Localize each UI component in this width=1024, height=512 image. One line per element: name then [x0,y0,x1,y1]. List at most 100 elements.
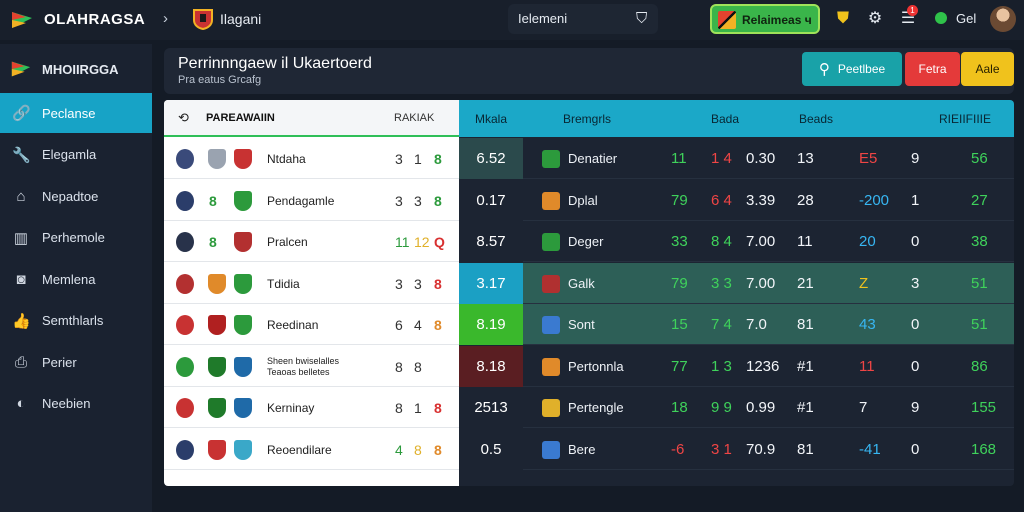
breadcrumb[interactable]: Ilagani [220,11,262,27]
fixture-row[interactable]: Reoendilare 4 8 8 [164,429,459,470]
stats-row[interactable]: 8.19 Sont 15 7 4 7.0 81 43 0 51 [459,304,1014,345]
stats-value-e: Z [859,274,869,292]
sidebar-header-label: MHOIIRGGA [42,61,119,77]
sidebar-item-5[interactable]: ◙ Memlena [0,259,152,299]
live-results-button[interactable]: Relaimeas ч [710,4,820,34]
stats-value-c: 7.00 [746,233,776,250]
stats-value-g: 155 [971,399,997,416]
stats-value-g: 27 [971,191,988,209]
stats-row[interactable]: 8.18 Pertonnla 77 1 3 1236 #1 11 0 86 [459,345,1014,387]
sidebar-item-3[interactable]: ⌂ Nepadtoe [0,176,152,216]
stats-team-name: Pertonnla [568,358,624,374]
stats-value-b: 3 3 [711,274,732,292]
brand-logo-icon[interactable] [10,8,34,32]
sidebar-item-2[interactable]: 🔧 Elegamla [0,135,152,175]
sidebar-item-8[interactable]: ◐ Neebien [0,384,152,424]
stats-value-g: 51 [971,316,988,333]
stats-value-d: #1 [797,357,814,375]
top-search-field[interactable]: Ielemeni ⛉ [508,4,658,34]
fixture-row[interactable]: 8 Pendagamle 3 3 8 [164,180,459,221]
fixtures-header-right[interactable]: RAKIAK [394,112,435,124]
link-icon: 🔗 [12,105,31,122]
stats-value-a: -6 [671,440,685,458]
fixture-row[interactable]: Kerninay 8 1 8 [164,387,459,428]
stats-value-b: 7 4 [711,316,732,333]
back-arrow-icon[interactable]: ⟲ [178,110,189,125]
fixture-score-3: 8 [434,400,442,416]
filter-button[interactable]: Fetra [905,52,960,86]
fixture-name: Kerninay [267,401,315,415]
team-crest-icon [542,357,560,376]
sidebar-item-label: Perhemole [42,230,105,245]
stats-team-name: Dplal [568,192,598,208]
team-crest-icon [176,273,194,294]
fixture-row[interactable]: 8 Pralcen 11 12 Q [164,221,459,262]
sidebar-item-7[interactable]: ⎙ Perier [0,342,152,382]
stats-rating: 8.18 [459,345,523,387]
col-header-team[interactable]: Bremgrls [563,112,612,126]
notification-badge: 1 [907,5,918,16]
stats-value-f: 0 [911,440,920,458]
fixture-score-3: Q [434,234,445,250]
stats-row[interactable]: 0.17 Dplal 79 6 4 3.39 28 -200 1 27 [459,179,1014,221]
stats-rating: 2513 [459,387,523,428]
sidebar-header[interactable]: MHOIIRGGA [10,58,119,80]
col-header-points[interactable]: RIEIIFIIIE [939,112,992,126]
fixture-row[interactable]: Tdidia 3 3 8 [164,263,459,304]
shield-icon: ⛉ [636,10,648,27]
stats-table: Mkala Bremgrls Bada Beads RIEIIFIIIE 6.5… [459,100,1014,486]
stats-value-b: 1 3 [711,357,732,375]
fixture-score-3: 8 [434,317,442,333]
fixture-name: Sheen bwiselalles Teaoas belletes [267,355,340,377]
col-header-bada[interactable]: Bada [711,112,740,126]
col-header-beads[interactable]: Beads [799,112,834,126]
stats-row[interactable]: 2513 Pertengle 18 9 9 0.99 #1 7 9 155 [459,387,1014,428]
stats-value-c: 7.0 [746,316,767,333]
trophy-icon[interactable]: ⛊ [836,10,849,27]
stats-row[interactable]: 0.5 Bere -6 3 1 70.9 81 -41 0 168 [459,428,1014,470]
fixture-row[interactable]: Sheen bwiselalles Teaoas belletes 8 8 [164,346,459,387]
avatar[interactable] [990,6,1016,32]
team-crest-icon [542,316,560,334]
add-button[interactable]: Aale [961,52,1014,86]
col-header-rating[interactable]: Mkala [475,112,508,126]
team-crest-icon [176,232,194,252]
fixture-score-1: 4 [395,441,403,458]
stats-value-a: 79 [671,191,688,209]
fixture-row[interactable]: Ntdaha 3 1 8 [164,138,459,179]
team-crest-icon [176,190,194,211]
sidebar-item-1[interactable]: 🔗 Peclanse [0,93,152,133]
sidebar-item-4[interactable]: ▥ Perhemole [0,218,152,258]
stats-header: Mkala Bremgrls Bada Beads RIEIIFIIIE [459,100,1014,137]
fixture-score-2: 8 [414,441,422,458]
chevron-right-icon: › [163,10,168,27]
search-button[interactable]: ⚲ Peetlbee [802,52,902,86]
gear-icon[interactable]: ⚙ [867,10,883,27]
team-crest-icon [542,233,560,251]
sidebar-item-6[interactable]: 👍 Semthlarls [0,301,152,341]
team-crest-icon [542,440,560,459]
fixture-row[interactable]: Reedinan 6 4 8 [164,304,459,345]
stats-row[interactable]: 3.17 Galk 79 3 3 7.00 21 Z 3 51 [459,262,1014,304]
fixture-name: Ntdaha [267,152,306,166]
stats-value-b: 1 4 [711,150,732,167]
stats-rating: 8.19 [459,304,523,345]
online-status-icon [935,12,947,24]
sidebar-item-label: Perier [42,354,77,370]
printer-icon: ⎙ [14,353,27,371]
team-crest-icon [208,315,226,335]
fixture-score-2: 3 [414,275,422,292]
team-crest-icon [542,150,560,168]
stats-row[interactable]: 6.52 Denatier 11 1 4 0.30 13 E5 9 56 [459,138,1014,179]
stats-value-g: 168 [971,440,997,458]
home-icon: ⌂ [16,187,26,205]
sidebar-item-label: Neebien [42,396,91,411]
team-crest-icon [192,8,214,31]
team-crest-icon [208,149,226,169]
stats-row[interactable]: 8.57 Deger 33 8 4 7.00 11 20 0 38 [459,221,1014,262]
stats-value-c: 70.9 [746,440,776,458]
fixture-score-2: 12 [414,234,430,250]
brand-name: OLAHRAGSA [44,11,146,28]
user-name[interactable]: Gel [956,11,977,26]
team-crest-icon [234,273,252,294]
